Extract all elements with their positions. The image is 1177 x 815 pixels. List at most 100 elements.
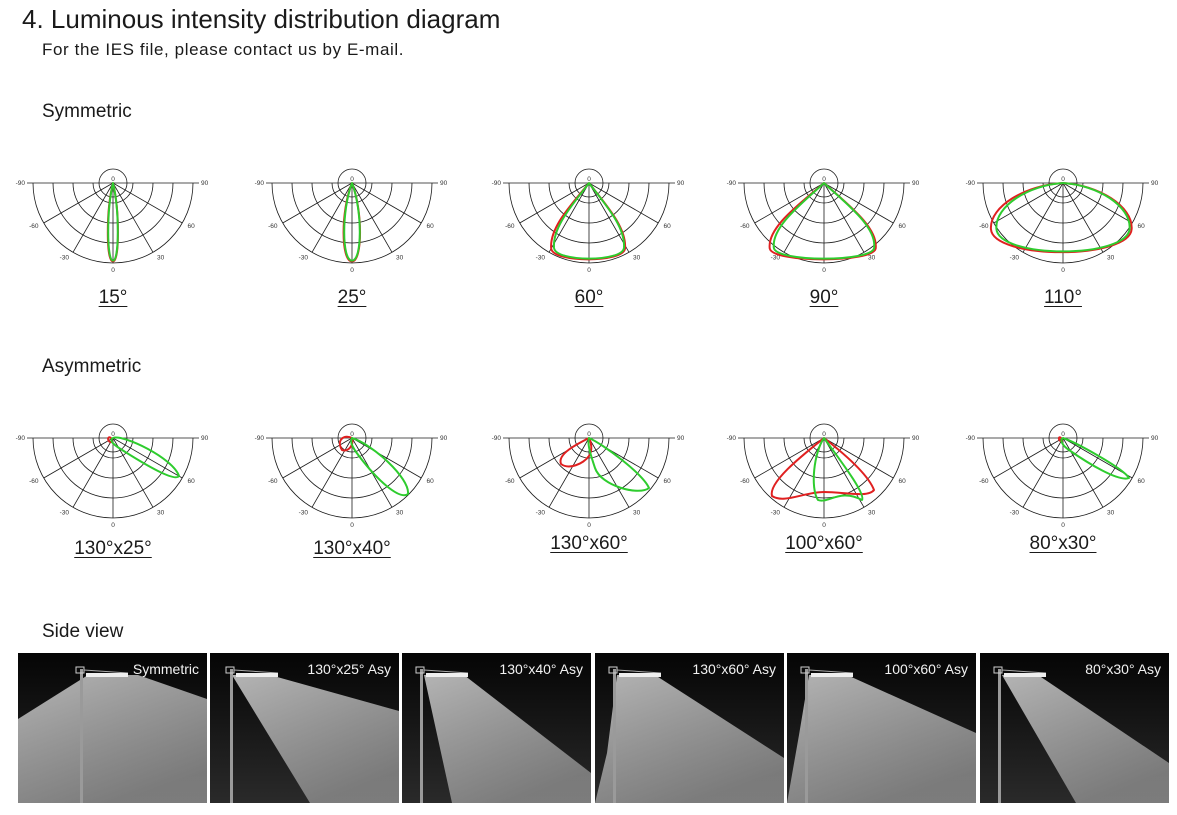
- polar-diagram-130x25: -90 90 -60 60 -30 30 0 0: [13, 408, 213, 548]
- axis-label-top0: 0: [822, 431, 826, 438]
- axis-label-right30: 30: [396, 255, 404, 262]
- axis-label-left60: -60: [29, 478, 39, 485]
- axis-label-bottom0: 0: [587, 267, 591, 274]
- pole: [613, 669, 616, 803]
- polar-spoke: [548, 437, 590, 508]
- axis-label-right60: 60: [898, 478, 906, 485]
- axis-label-left30: -30: [771, 510, 781, 517]
- axis-label-bottom0: 0: [350, 267, 354, 274]
- pole: [998, 669, 1001, 803]
- axis-label-left30: -30: [771, 255, 781, 262]
- axis-label-bottom0: 0: [350, 522, 354, 529]
- axis-label-right90: 90: [201, 180, 209, 187]
- side-view-label: 130°x40° Asy: [499, 661, 583, 677]
- axis-label-left60: -60: [505, 223, 515, 230]
- pole: [230, 669, 233, 803]
- green-curve: [812, 437, 864, 502]
- axis-label-right30: 30: [633, 255, 641, 262]
- polar-spoke: [783, 182, 825, 253]
- side-view-row: Symmetric 130°x25° Asy 130°x40° Asy 130°…: [18, 653, 1169, 803]
- axis-label-top0: 0: [1061, 431, 1065, 438]
- axis-label-top0: 0: [822, 176, 826, 183]
- axis-label-top0: 0: [350, 431, 354, 438]
- axis-label-right60: 60: [426, 478, 434, 485]
- axis-label-right90: 90: [1151, 435, 1159, 442]
- polar-spoke: [112, 182, 183, 224]
- light-beam: [424, 675, 591, 803]
- axis-label-left90: -90: [492, 435, 502, 442]
- axis-label-right60: 60: [1137, 478, 1145, 485]
- axis-label-left90: -90: [16, 180, 26, 187]
- beam-label-110: 110°: [1044, 287, 1082, 308]
- axis-label-left90: -90: [966, 435, 976, 442]
- axis-label-right30: 30: [633, 510, 641, 517]
- polar-diagram-25: -90 90 -60 60 -30 30 0 0: [252, 153, 452, 293]
- axis-label-right60: 60: [187, 478, 195, 485]
- axis-label-left90: -90: [966, 180, 976, 187]
- light-beam: [1002, 675, 1169, 803]
- side-view-label: Symmetric: [132, 661, 199, 677]
- beam-label-130x60: 130°x60°: [550, 533, 628, 554]
- side-view-label: 100°x60° Asy: [884, 661, 968, 677]
- axis-label-right60: 60: [187, 223, 195, 230]
- axis-label-right60: 60: [1137, 223, 1145, 230]
- axis-label-right90: 90: [1151, 180, 1159, 187]
- beam-label-130x25: 130°x25°: [74, 538, 152, 559]
- axis-label-left60: -60: [505, 478, 515, 485]
- polar-spoke: [351, 182, 422, 224]
- green-curve: [587, 437, 650, 492]
- axis-label-bottom0: 0: [111, 267, 115, 274]
- axis-label-left30: -30: [299, 255, 309, 262]
- axis-label-left90: -90: [255, 180, 265, 187]
- polar-spoke: [823, 182, 894, 224]
- polar-spoke: [311, 437, 353, 508]
- polar-spoke: [993, 182, 1064, 224]
- luminaire-arm: [1001, 669, 1047, 674]
- luminaire-head: [1004, 673, 1046, 677]
- polar-spoke: [588, 182, 630, 253]
- axis-label-right30: 30: [868, 255, 876, 262]
- polar-spoke: [823, 182, 865, 253]
- polar-spoke: [588, 437, 630, 508]
- green-curve: [343, 182, 361, 262]
- polar-spoke: [72, 182, 114, 253]
- luminaire-head: [619, 673, 661, 677]
- axis-label-right60: 60: [426, 223, 434, 230]
- axis-label-right60: 60: [663, 478, 671, 485]
- axis-label-left60: -60: [740, 478, 750, 485]
- polar-spoke: [351, 182, 393, 253]
- pole: [805, 669, 808, 803]
- polar-spoke: [1022, 437, 1064, 508]
- polar-diagram-15: -90 90 -60 60 -30 30 0 0: [13, 153, 213, 293]
- axis-label-left60: -60: [979, 223, 989, 230]
- page-title: 4. Luminous intensity distribution diagr…: [22, 4, 501, 34]
- axis-label-right60: 60: [663, 223, 671, 230]
- axis-label-left60: -60: [979, 478, 989, 485]
- beam-label-15: 15°: [98, 287, 128, 308]
- green-curve: [772, 182, 876, 260]
- pole: [420, 669, 423, 803]
- luminaire-arm: [423, 669, 469, 674]
- axis-label-right90: 90: [912, 180, 920, 187]
- luminaire-head: [86, 673, 128, 677]
- polar-diagram-80x30: -90 90 -60 60 -30 30 0 0: [963, 408, 1163, 548]
- beam-label-90: 90°: [809, 287, 839, 308]
- polar-spoke: [351, 437, 422, 479]
- beam-label-25: 25°: [337, 287, 367, 308]
- beam-label-80x30: 80°x30°: [1029, 533, 1097, 554]
- polar-spoke: [823, 437, 865, 508]
- polar-diagram-100x60: -90 90 -60 60 -30 30 0 0: [724, 408, 924, 548]
- section-label-symmetric: Symmetric: [42, 101, 132, 122]
- axis-label-left90: -90: [727, 180, 737, 187]
- red-curve: [559, 437, 593, 468]
- axis-label-right30: 30: [157, 255, 165, 262]
- polar-spoke: [1062, 182, 1104, 253]
- side-view-panel-130x40: 130°x40° Asy: [402, 653, 591, 803]
- green-curve: [350, 437, 410, 497]
- axis-label-right30: 30: [868, 510, 876, 517]
- axis-label-left60: -60: [268, 223, 278, 230]
- polar-spoke: [112, 182, 154, 253]
- axis-label-right30: 30: [1107, 255, 1115, 262]
- axis-label-top0: 0: [111, 176, 115, 183]
- side-view-panel-100x60: 100°x60° Asy: [787, 653, 976, 803]
